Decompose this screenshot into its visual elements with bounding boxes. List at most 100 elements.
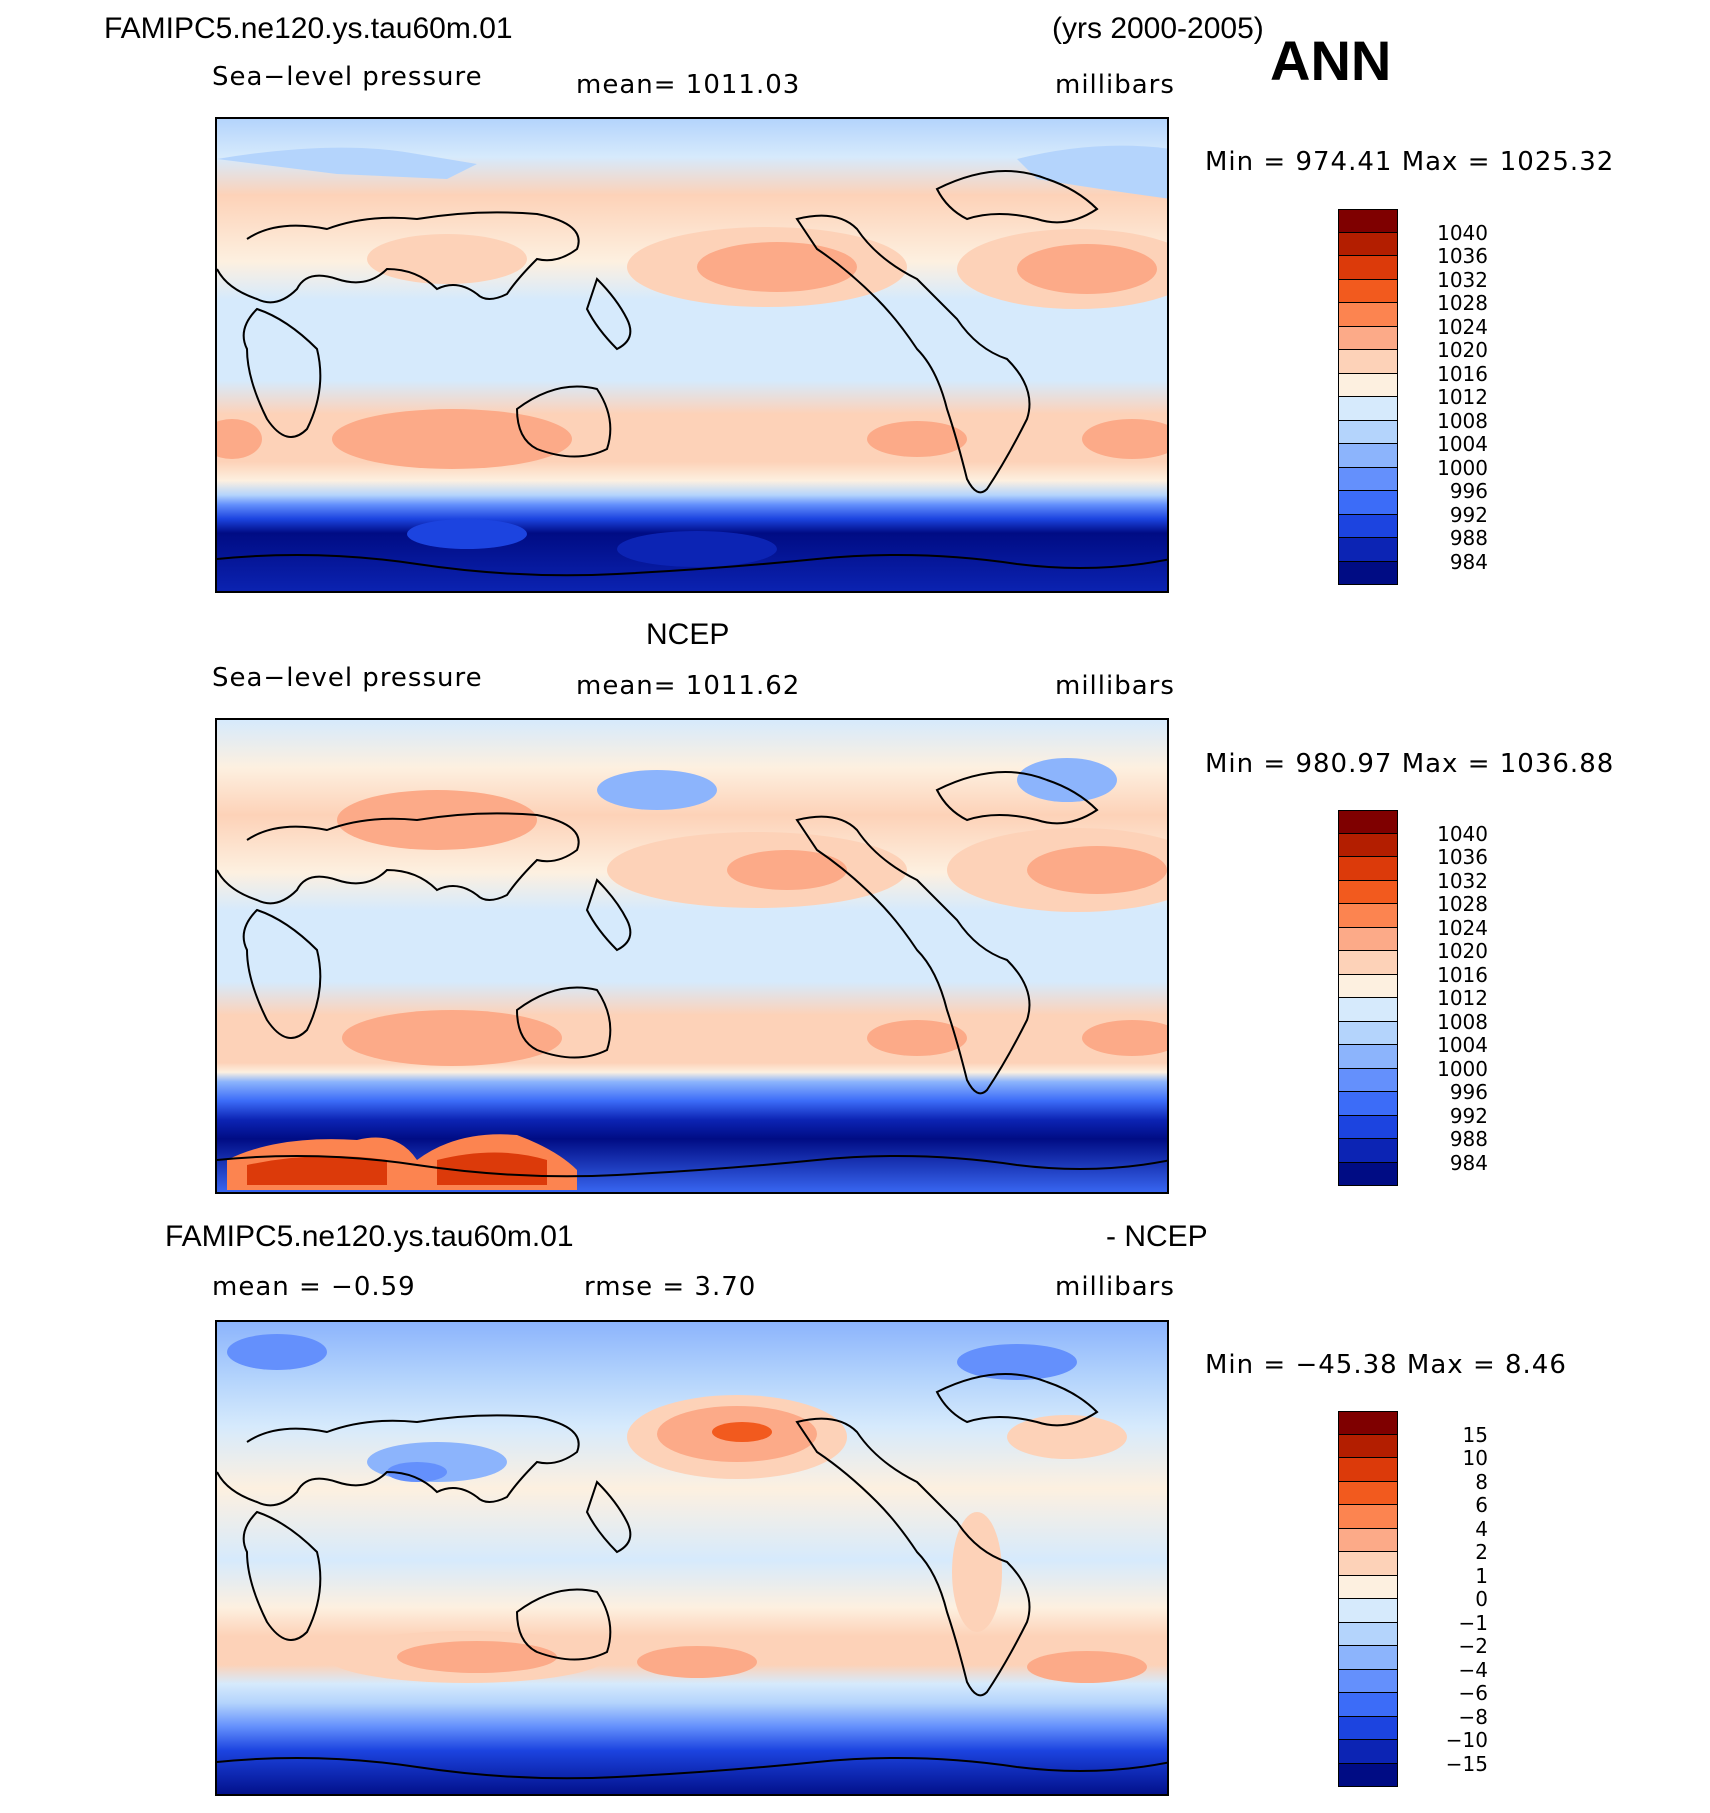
colorbar-tick-label: −6	[1458, 1681, 1488, 1705]
panel3-title-right: - NCEP	[1106, 1220, 1208, 1253]
panel2-minmax: Min = 980.97 Max = 1036.88	[1205, 749, 1615, 779]
colorbar-tick-label: 988	[1449, 526, 1488, 550]
colorbar-tick-label: −10	[1445, 1728, 1488, 1752]
colorbar-tick-label: 1	[1475, 1563, 1488, 1588]
colorbar-swatch	[1338, 1068, 1398, 1092]
colorbar-swatch	[1338, 303, 1398, 327]
colorbar-tick-label: 996	[1449, 1080, 1488, 1104]
colorbar-tick-label: 15	[1462, 1422, 1488, 1447]
colorbar-tick-label: 2	[1475, 1540, 1488, 1564]
colorbar-swatch	[1338, 1481, 1398, 1505]
colorbar-swatch	[1338, 1045, 1398, 1069]
colorbar-swatch	[1338, 904, 1398, 928]
panel3-title-left: FAMIPC5.ne120.ys.tau60m.01	[165, 1220, 574, 1253]
colorbar-swatch	[1338, 1458, 1398, 1482]
colorbar-tick-label: 1020	[1437, 939, 1488, 963]
panel2-variable: Sea−level pressure	[212, 663, 483, 693]
colorbar-tick-label: 1032	[1437, 267, 1488, 292]
colorbar-swatch	[1338, 373, 1398, 397]
colorbar-swatch	[1338, 1646, 1398, 1670]
panel3-map	[215, 1320, 1169, 1796]
colorbar-tick-label: 1032	[1437, 868, 1488, 893]
case-title: FAMIPC5.ne120.ys.tau60m.01	[104, 12, 513, 45]
colorbar-tick-label: 988	[1449, 1127, 1488, 1151]
colorbar-swatch	[1338, 1411, 1398, 1435]
colorbar-tick-label: 1008	[1437, 408, 1488, 433]
colorbar-tick-label: 4	[1475, 1516, 1488, 1541]
colorbar-tick-label: 984	[1449, 1150, 1488, 1175]
colorbar-swatch	[1338, 1740, 1398, 1764]
panel2-map	[215, 718, 1169, 1194]
colorbar-swatch	[1338, 1092, 1398, 1116]
colorbar-tick-label: 1012	[1437, 986, 1488, 1010]
panel1-map	[215, 117, 1169, 593]
colorbar-tick-label: 10	[1462, 1446, 1488, 1470]
colorbar-tick-label: 1008	[1437, 1009, 1488, 1034]
colorbar-tick-label: 1024	[1437, 915, 1488, 940]
colorbar-swatch	[1338, 857, 1398, 881]
colorbar-tick-label: 1016	[1437, 962, 1488, 987]
colorbar-tick-label: 992	[1449, 1103, 1488, 1128]
panel1-variable: Sea−level pressure	[212, 62, 483, 92]
panel1-minmax: Min = 974.41 Max = 1025.32	[1205, 147, 1615, 177]
panel3-colorbar-ticks: 15 10 8 6 4 2 1 0 −1 −2 −4 −6 −8 −10 −15	[1408, 1411, 1488, 1787]
colorbar-swatch	[1338, 974, 1398, 998]
panel2-colorbar-ticks: 1040 1036 1032 1028 1024 1020 1016 1012 1008 1004…	[1408, 810, 1488, 1186]
colorbar-swatch	[1338, 951, 1398, 975]
colorbar-swatch	[1338, 279, 1398, 303]
colorbar-swatch	[1338, 350, 1398, 374]
panel3-mean: mean = −0.59	[212, 1272, 416, 1302]
panel3-units: millibars	[1055, 1272, 1175, 1302]
colorbar-tick-label: 6	[1475, 1493, 1488, 1517]
colorbar-tick-label: 1012	[1437, 385, 1488, 409]
colorbar-swatch	[1338, 561, 1398, 585]
colorbar-tick-label: −15	[1445, 1751, 1488, 1776]
colorbar-swatch	[1338, 397, 1398, 421]
colorbar-tick-label: −8	[1458, 1704, 1488, 1729]
colorbar-swatch	[1338, 209, 1398, 233]
panel1-units: millibars	[1055, 70, 1175, 100]
colorbar-tick-label: −1	[1458, 1610, 1488, 1635]
colorbar-swatch	[1338, 514, 1398, 538]
panel1-mean: mean= 1011.03	[576, 70, 801, 100]
colorbar-swatch	[1338, 810, 1398, 834]
panel3-rmse: rmse = 3.70	[584, 1272, 757, 1302]
colorbar-swatch	[1338, 326, 1398, 350]
colorbar-swatch	[1338, 1693, 1398, 1717]
colorbar-swatch	[1338, 1434, 1398, 1458]
panel2-units: millibars	[1055, 671, 1175, 701]
colorbar-swatch	[1338, 998, 1398, 1022]
colorbar-tick-label: 1028	[1437, 892, 1488, 916]
colorbar-swatch	[1338, 538, 1398, 562]
colorbar-tick-label: 1040	[1437, 220, 1488, 245]
colorbar-swatch	[1338, 1115, 1398, 1139]
colorbar-swatch	[1338, 444, 1398, 468]
colorbar-swatch	[1338, 491, 1398, 515]
colorbar-swatch	[1338, 1552, 1398, 1576]
colorbar-tick-label: −4	[1458, 1657, 1488, 1682]
colorbar-tick-label: 1028	[1437, 291, 1488, 315]
colorbar-swatch	[1338, 467, 1398, 491]
colorbar-tick-label: 1024	[1437, 314, 1488, 339]
colorbar-swatch	[1338, 1528, 1398, 1552]
colorbar-swatch	[1338, 1139, 1398, 1163]
colorbar-tick-label: 1036	[1437, 845, 1488, 869]
colorbar-tick-label: 1000	[1437, 455, 1488, 480]
colorbar-swatch	[1338, 256, 1398, 280]
colorbar-tick-label: 1004	[1437, 1033, 1488, 1057]
colorbar-swatch	[1338, 880, 1398, 904]
colorbar-tick-label: 1036	[1437, 244, 1488, 268]
panel1-colorbar	[1338, 209, 1398, 585]
colorbar-swatch	[1338, 1505, 1398, 1529]
colorbar-tick-label: 984	[1449, 549, 1488, 574]
colorbar-tick-label: 996	[1449, 479, 1488, 503]
colorbar-swatch	[1338, 1669, 1398, 1693]
colorbar-swatch	[1338, 1763, 1398, 1787]
panel2-title: NCEP	[646, 618, 730, 651]
colorbar-tick-label: 8	[1475, 1469, 1488, 1494]
colorbar-swatch	[1338, 1599, 1398, 1623]
panel1-colorbar-ticks: 1040 1036 1032 1028 1024 1020 1016 1012 1008 1004…	[1408, 209, 1488, 585]
colorbar-tick-label: 1016	[1437, 361, 1488, 386]
years-label: (yrs 2000-2005)	[1052, 12, 1264, 45]
panel3-colorbar	[1338, 1411, 1398, 1787]
